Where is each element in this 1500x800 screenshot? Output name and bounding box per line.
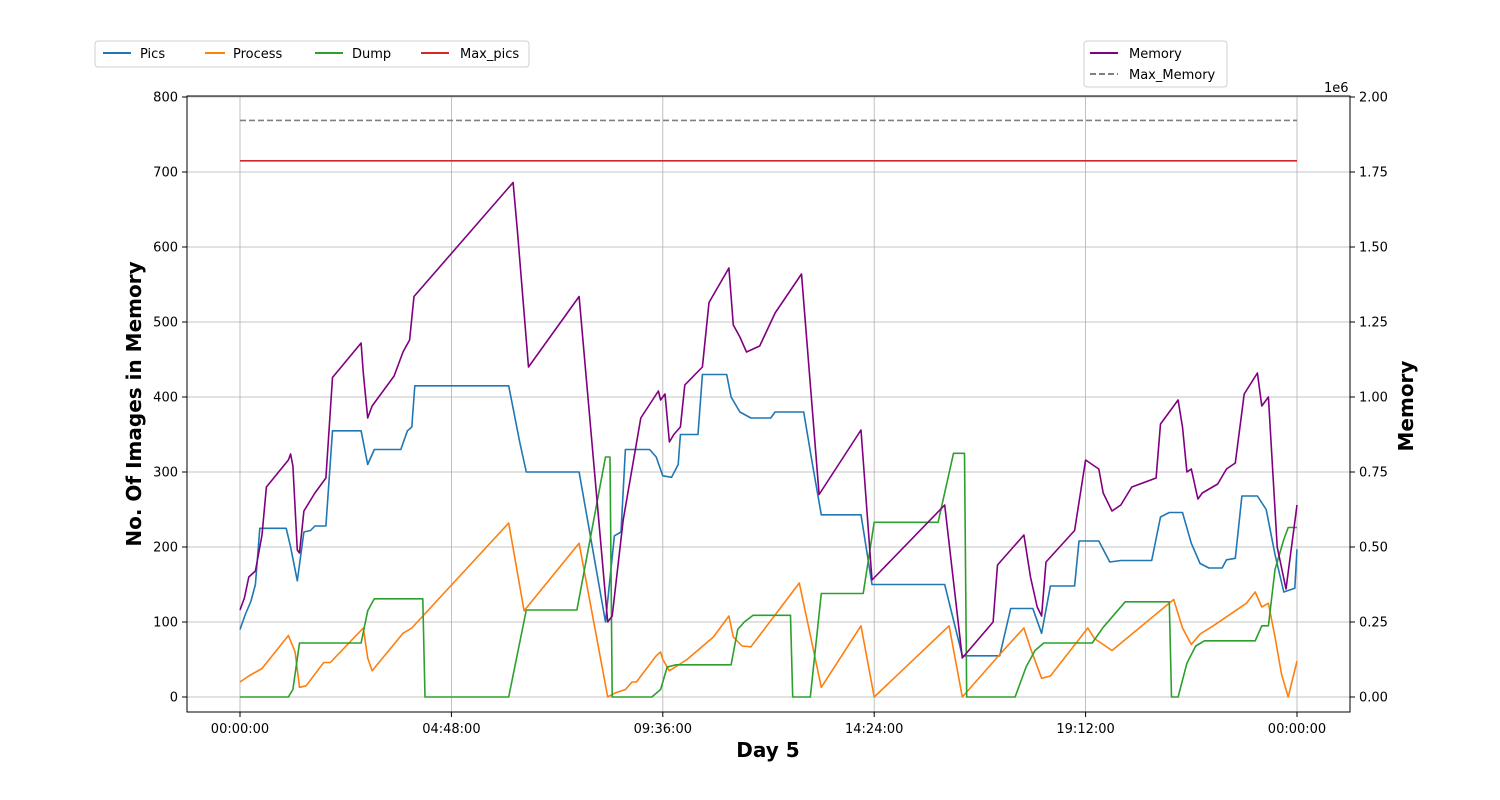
- left-y-tick-label: 700: [153, 166, 178, 181]
- left-y-tick-label: 200: [153, 541, 178, 556]
- left-y-axis-ticks: 0 100 200 300 400 500 600 700 800: [153, 91, 187, 706]
- series-line-process: [239, 522, 1298, 698]
- legend-label-process: Process: [233, 47, 283, 62]
- left-y-tick-label: 400: [153, 391, 178, 406]
- left-y-tick-label: 800: [153, 91, 178, 106]
- left-y-tick-label: 0: [170, 691, 178, 706]
- series-line-memory: [239, 181, 1298, 659]
- legend-right: Memory Max_Memory: [1083, 40, 1228, 88]
- left-y-tick-label: 300: [153, 466, 178, 481]
- x-tick-label: 09:36:00: [634, 722, 692, 737]
- left-y-tick-label: 500: [153, 316, 178, 331]
- right-y-axis-label: Memory: [1394, 361, 1418, 452]
- x-axis-label: Day 5: [736, 738, 799, 762]
- right-axis-multiplier: 1e6: [1324, 81, 1349, 96]
- legend-label-memory: Memory: [1129, 47, 1182, 62]
- legend-label-max-pics: Max_pics: [460, 47, 519, 62]
- series-line-dump: [240, 452, 1297, 698]
- right-y-tick-label: 1.00: [1359, 391, 1388, 406]
- right-y-tick-label: 0.75: [1359, 466, 1388, 481]
- left-y-axis-label: No. Of Images in Memory: [122, 261, 146, 546]
- x-axis-ticks: 00:00:00 04:48:00 09:36:00 14:24:00 19:12:00…: [211, 712, 1326, 737]
- series-layer: [239, 119, 1298, 698]
- right-y-tick-label: 2.00: [1359, 91, 1388, 106]
- right-y-tick-label: 0.50: [1359, 541, 1388, 556]
- left-y-tick-label: 100: [153, 616, 178, 631]
- x-tick-label: 14:24:00: [845, 722, 903, 737]
- series-line-pics: [239, 373, 1298, 657]
- legend-left: Pics Process Dump Max_pics: [94, 40, 530, 68]
- legend-label-max-memory: Max_Memory: [1129, 68, 1216, 83]
- x-tick-label: 00:00:00: [211, 722, 269, 737]
- right-y-tick-label: 0.00: [1359, 691, 1388, 706]
- x-tick-label: 19:12:00: [1056, 722, 1114, 737]
- right-y-tick-label: 0.25: [1359, 616, 1388, 631]
- x-tick-label: 04:48:00: [422, 722, 480, 737]
- x-tick-label: 00:00:00: [1268, 722, 1326, 737]
- legend-label-pics: Pics: [140, 47, 165, 62]
- right-y-tick-label: 1.50: [1359, 241, 1388, 256]
- right-y-tick-label: 1.75: [1359, 166, 1388, 181]
- right-y-axis-ticks: 0.00 0.25 0.50 0.75 1.00 1.25 1.50 1.75 2.00: [1350, 91, 1388, 706]
- legend-label-dump: Dump: [352, 47, 391, 62]
- left-y-tick-label: 600: [153, 241, 178, 256]
- right-y-tick-label: 1.25: [1359, 316, 1388, 331]
- plot-frame: [186, 95, 1351, 713]
